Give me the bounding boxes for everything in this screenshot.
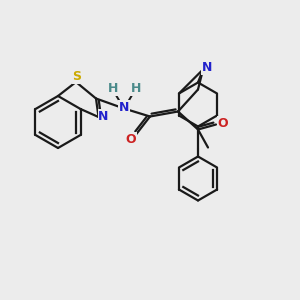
Text: O: O xyxy=(218,117,228,130)
Text: H: H xyxy=(108,82,118,95)
Text: N: N xyxy=(202,61,212,74)
Text: H: H xyxy=(131,82,141,95)
Text: N: N xyxy=(119,101,129,114)
Text: O: O xyxy=(126,133,136,146)
Text: N: N xyxy=(98,110,109,122)
Text: S: S xyxy=(73,70,82,83)
